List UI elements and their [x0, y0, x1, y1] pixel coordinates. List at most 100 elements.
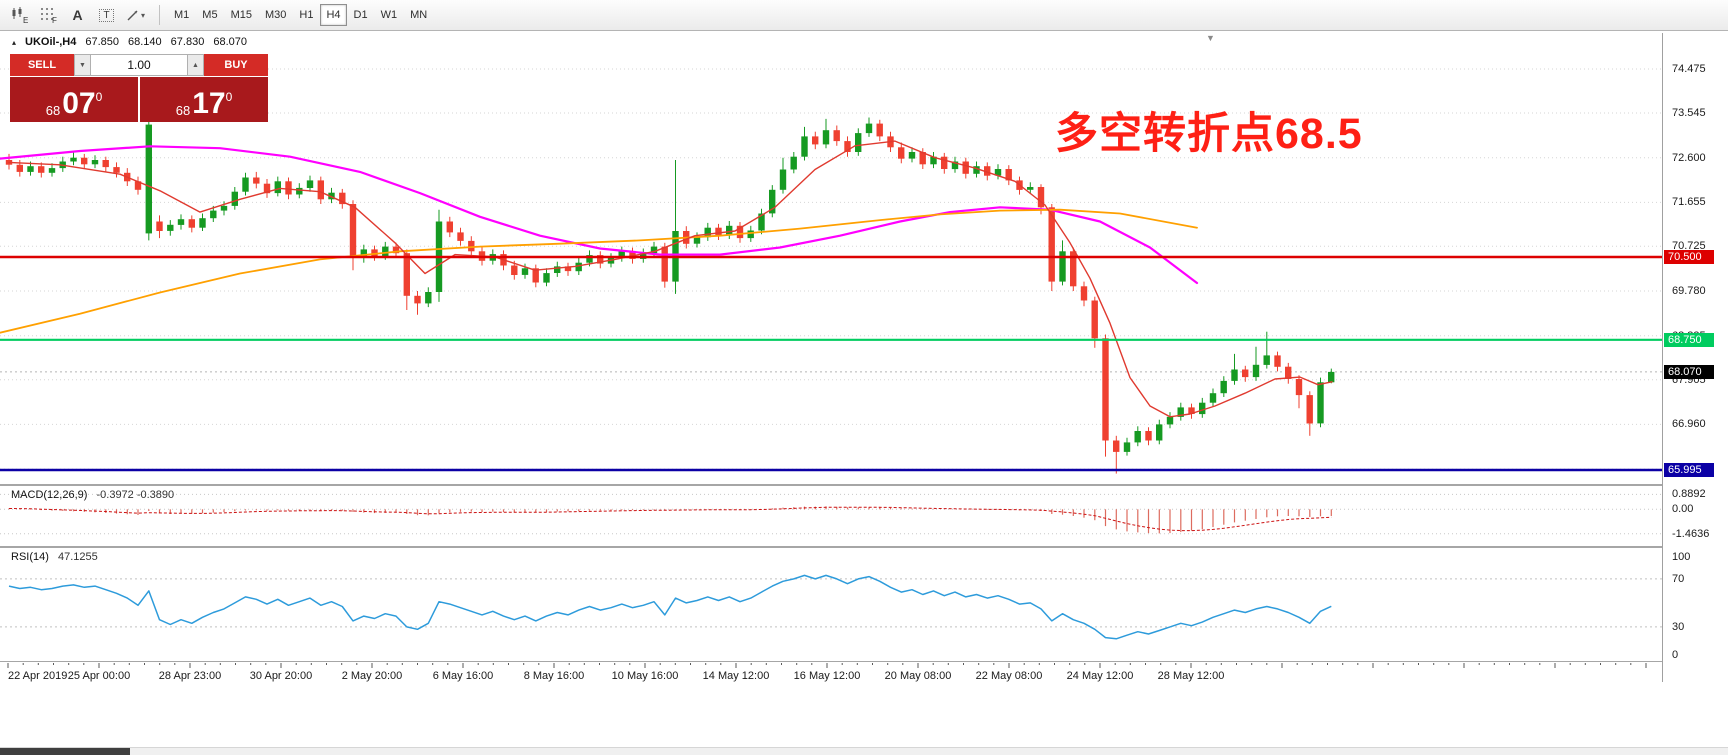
ohlc-high: 68.140 [128, 36, 162, 48]
macd-panel-svg[interactable] [0, 487, 1662, 547]
toolbar: E F A T ▾ M1 M5 M15 M30 H1 H4 D1 W1 [0, 0, 1728, 31]
time-axis-label: 6 May 16:00 [433, 670, 494, 682]
time-axis-label: 24 May 12:00 [1067, 670, 1134, 682]
rsi-timeaxis-splitter[interactable] [0, 661, 1728, 662]
symbol-marker-icon: ▴ [12, 37, 17, 47]
timeframe-button-M1[interactable]: M1 [174, 9, 190, 21]
axis-tick-label: 71.655 [1672, 196, 1706, 209]
axis-tick-label: 70.725 [1672, 240, 1706, 253]
ohlc-low: 67.830 [170, 36, 205, 48]
textbox-tool-glyph: T [99, 8, 114, 22]
volume-input[interactable] [91, 54, 187, 76]
buy-button[interactable]: BUY [204, 54, 268, 76]
timeframe-button-H4[interactable]: H4 [320, 4, 347, 26]
grid-icon-glyph: F [52, 16, 57, 24]
ask-point: 0 [225, 90, 233, 104]
time-axis-label: 28 May 12:00 [1158, 670, 1225, 682]
sell-button[interactable]: SELL [10, 54, 74, 76]
timeframe-button-M30[interactable]: M30 [264, 9, 287, 21]
axis-tick-label: 0.8892 [1672, 488, 1706, 501]
draw-tools-icon[interactable]: ▾ [122, 3, 149, 27]
chart-window[interactable]: ▴ UKOil-,H4 67.850 68.140 67.830 68.070 … [0, 33, 1662, 484]
axis-tick-label: 70 [1672, 572, 1685, 585]
candles [5, 117, 1335, 474]
bid-pips: 07 [62, 87, 96, 121]
price-axis[interactable]: 74.47573.54572.60071.65570.72569.78068.8… [1662, 33, 1728, 682]
rsi-line [8, 574, 1332, 640]
rsi-panel-svg[interactable] [0, 549, 1662, 661]
ma-magenta [0, 145, 1199, 285]
textbox-tool-icon[interactable]: T [93, 3, 120, 27]
rsi-label: RSI(14) 47.1255 [11, 551, 98, 563]
price-badge-68.750: 68.750 [1664, 332, 1714, 347]
axis-tick-label: -1.4636 [1672, 527, 1710, 540]
rsi-name: RSI(14) [11, 551, 49, 563]
chart-annotation-text[interactable]: 多空转折点68.5 [1055, 110, 1363, 158]
volume-up-button[interactable]: ▲ [187, 54, 204, 76]
volume-down-button[interactable]: ▼ [74, 54, 91, 76]
axis-tick-label: 69.780 [1672, 285, 1706, 298]
time-axis-label: 8 May 16:00 [524, 670, 585, 682]
time-axis-label: 14 May 12:00 [703, 670, 770, 682]
bid-price-panel[interactable]: 68 07 0 [10, 77, 138, 122]
ohlc-open: 67.850 [85, 36, 120, 48]
time-axis-label: 20 May 08:00 [885, 670, 952, 682]
axis-tick-label: 0 [1672, 649, 1679, 661]
toolbar-separator [159, 5, 160, 25]
time-axis-label: 30 Apr 20:00 [250, 670, 312, 682]
time-axis-label: 28 Apr 23:00 [159, 670, 221, 682]
time-axis-label: 22 May 08:00 [976, 670, 1043, 682]
scrollbar-thumb[interactable] [0, 748, 130, 755]
timeframe-button-M15[interactable]: M15 [230, 9, 252, 21]
ma-fast-red [8, 140, 1333, 418]
axis-tick-label: 30 [1672, 620, 1685, 633]
grid-icon[interactable]: F [35, 3, 62, 27]
timeframe-button-W1[interactable]: W1 [380, 9, 398, 21]
time-axis-label: 16 May 12:00 [794, 670, 861, 682]
axis-tick-label: 66.960 [1672, 418, 1706, 431]
bid-point: 0 [95, 90, 103, 104]
timeframe-button-D1[interactable]: D1 [353, 9, 368, 21]
macd-rsi-splitter[interactable] [0, 546, 1728, 548]
axis-tick-label: 100 [1672, 551, 1691, 563]
macd-name: MACD(12,26,9) [11, 489, 88, 501]
price-badge-65.995: 65.995 [1664, 463, 1714, 478]
text-tool-icon[interactable]: A [72, 7, 83, 23]
rsi-value: 47.1255 [57, 551, 98, 563]
macd-signal-line [8, 506, 1332, 532]
symbol-name: UKOil-,H4 [25, 36, 77, 48]
price-badge-68.070: 68.070 [1664, 364, 1714, 379]
price-badge-70.500: 70.500 [1664, 249, 1714, 264]
axis-tick-label: 72.600 [1672, 151, 1706, 164]
axis-tick-label: 74.475 [1672, 62, 1706, 75]
time-axis-label: 25 Apr 00:00 [68, 670, 130, 682]
chart-shift-marker[interactable]: ▼ [1206, 33, 1215, 43]
macd-label: MACD(12,26,9) -0.3972 -0.3890 [11, 489, 174, 501]
chart-macd-splitter[interactable] [0, 484, 1728, 486]
ohlc-close: 68.070 [213, 36, 247, 48]
axis-tick-label: 73.545 [1672, 106, 1706, 119]
ma-orange [0, 208, 1198, 334]
ask-price-panel[interactable]: 68 17 0 [140, 77, 268, 122]
timeframe-button-H1[interactable]: H1 [299, 9, 314, 21]
charts-icon[interactable]: E [6, 3, 33, 27]
symbol-ohlc-header: ▴ UKOil-,H4 67.850 68.140 67.830 68.070 [12, 36, 247, 48]
bid-big-figure: 68 [45, 103, 61, 118]
timeframe-button-M5[interactable]: M5 [202, 9, 218, 21]
timeframe-button-MN[interactable]: MN [410, 9, 428, 21]
ask-pips: 17 [192, 87, 226, 121]
macd-values: -0.3972 -0.3890 [96, 489, 175, 501]
time-axis-label: 10 May 16:00 [612, 670, 679, 682]
axis-tick-label: 0.00 [1672, 503, 1694, 516]
timeframe-toolbar: M1 M5 M15 M30 H1 H4 D1 W1 MN [168, 4, 434, 26]
chevron-down-icon: ▾ [140, 10, 145, 20]
time-axis[interactable]: 22 Apr 2019 25 Apr 00:00 28 Apr 23:00 30 Ap… [0, 663, 1662, 683]
horizontal-scrollbar[interactable] [0, 747, 1728, 755]
price-chart-svg[interactable] [0, 33, 1662, 484]
time-axis-label: 2 May 20:00 [342, 670, 403, 682]
charts-icon-glyph: E [23, 16, 28, 24]
ask-big-figure: 68 [175, 103, 191, 118]
time-axis-label: 22 Apr 2019 [8, 670, 67, 682]
one-click-trading-widget: SELL ▼ ▲ BUY 68 07 0 68 17 0 [10, 54, 268, 122]
